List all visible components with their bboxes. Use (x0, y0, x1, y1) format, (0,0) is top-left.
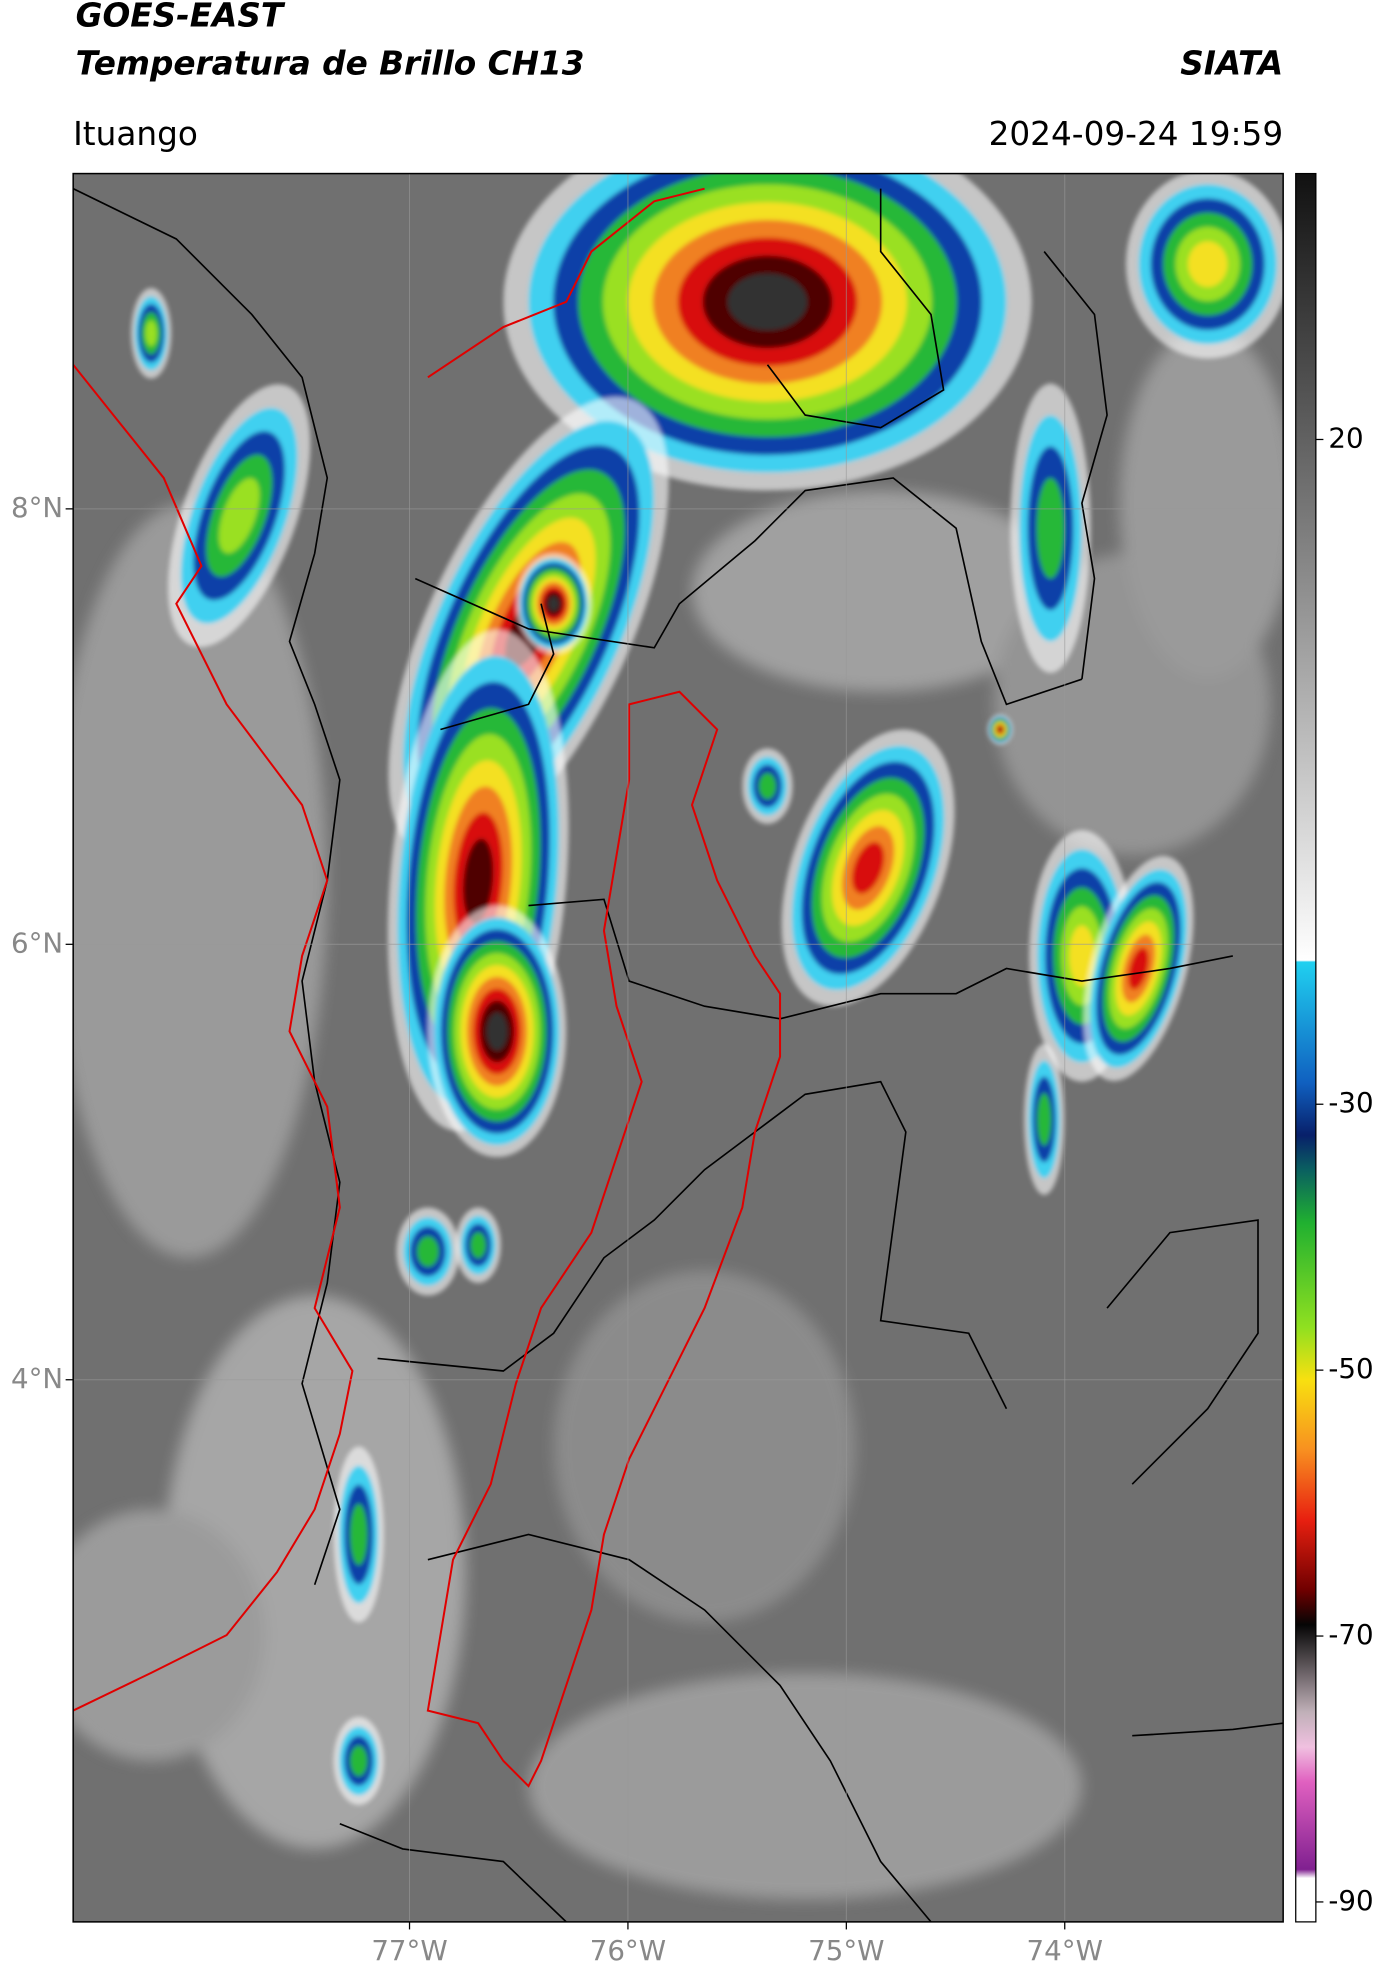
coast-and-region (73, 187, 782, 1788)
x-tick-label: 75°W (808, 1934, 884, 1967)
cloud-band (463, 838, 494, 923)
cloud-band (470, 1232, 487, 1259)
map-imagery (73, 173, 1284, 1922)
colorbar-tick-label: -50 (1328, 1352, 1373, 1385)
colorbar-tick-label: -30 (1328, 1086, 1373, 1119)
colorbar (1295, 172, 1317, 1923)
y-tick-label: 8°N (11, 491, 63, 524)
agency: SIATA (1180, 44, 1283, 82)
cloud-band (1069, 925, 1095, 987)
colorbar-tick-label: 20 (1328, 421, 1363, 454)
cloud-band (1037, 1093, 1052, 1146)
cloud-band (852, 842, 885, 894)
cloud-band (727, 273, 808, 331)
cloud-band (486, 1012, 508, 1051)
graticule (73, 173, 1284, 1922)
cloud-band (998, 726, 1003, 733)
datetime: 2024-09-24 19:59 (989, 115, 1284, 153)
cloud-band (218, 478, 260, 554)
cloud-band (758, 772, 777, 800)
cloud-tops (131, 173, 1284, 1805)
x-tick-label: 76°W (590, 1934, 666, 1967)
product-title: Temperatura de Brillo CH13 (76, 44, 585, 82)
map-frame (72, 172, 1284, 1923)
x-tick-label: 77°W (371, 1934, 447, 1967)
haze (73, 327, 1284, 1900)
cloud-band (416, 1236, 439, 1267)
region: Ituango (73, 115, 198, 153)
cloud-band (547, 596, 560, 612)
colorbar-tick-label: -70 (1328, 1618, 1373, 1651)
satellite-title: GOES-EAST (76, 0, 286, 35)
cloud-band (1128, 947, 1149, 990)
colorbar-tick-label: -90 (1328, 1884, 1373, 1917)
cloud-band (349, 1503, 368, 1566)
cloud-band (349, 1745, 368, 1777)
y-tick-label: 4°N (11, 1362, 63, 1395)
cloud-band (1036, 477, 1065, 579)
borders (73, 187, 1284, 1922)
y-tick-label: 6°N (11, 926, 63, 959)
cloud-band (1187, 241, 1228, 288)
x-tick-label: 74°W (1027, 1934, 1103, 1967)
cloud-band (145, 320, 157, 347)
axes: 77°W 76°W 75°W 74°W 8°N 6°N 4°N 20 -30 -50 -70 -90 (11, 421, 1374, 1967)
